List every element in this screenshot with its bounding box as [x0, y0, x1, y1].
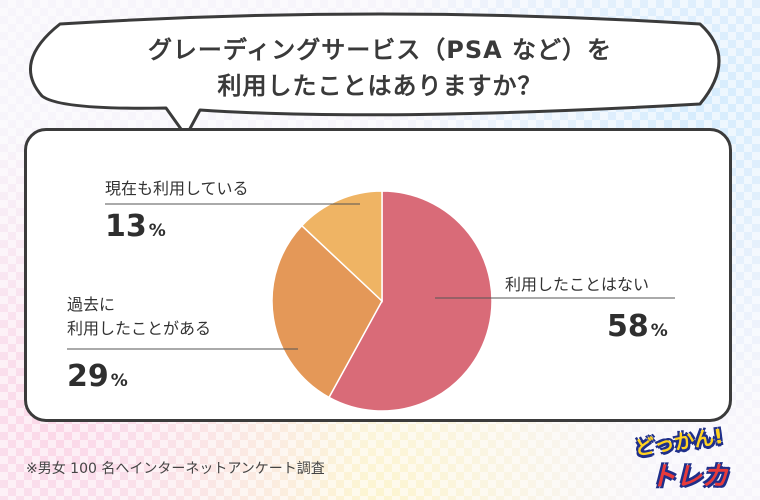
brand-logo: どっかん! トレカ	[628, 424, 746, 494]
pie-slice-current	[300, 190, 383, 303]
label-never: 利用したことはない	[505, 275, 650, 294]
label-past-line2: 利用したことがある	[67, 319, 212, 338]
chart-card: 現在も利用している 13% 過去に 利用したことがある 29% 利用したことはな…	[24, 128, 732, 422]
pie-slice-past	[271, 224, 383, 399]
label-past-line1: 過去に	[67, 295, 116, 314]
logo-text-top: どっかん!	[632, 423, 725, 461]
label-current: 現在も利用している	[105, 179, 249, 198]
percent-never: 58%	[607, 309, 668, 344]
survey-footnote: ※男女 100 名へインターネットアンケート調査	[26, 461, 325, 477]
percent-past: 29%	[67, 359, 128, 394]
page-title-line2: 利用したことはありますか？	[217, 72, 543, 100]
pie-chart	[67, 190, 675, 412]
logo-text-bottom: トレカ	[650, 462, 729, 492]
percent-current: 13%	[105, 209, 166, 244]
page-title-line1: グレーディングサービス（PSA など）を	[147, 36, 613, 64]
pie-slice-never	[327, 190, 493, 412]
